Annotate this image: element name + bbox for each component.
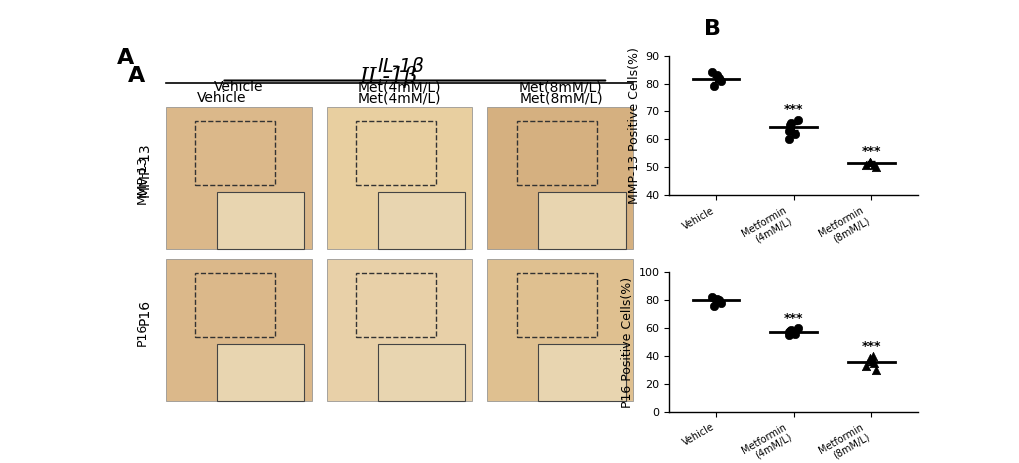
FancyBboxPatch shape (538, 192, 626, 249)
Point (703, 69, 719, 76)
Point (781, 329, 797, 336)
Text: MMP-13: MMP-13 (138, 142, 152, 197)
FancyBboxPatch shape (165, 106, 311, 249)
Point (857, 362, 873, 369)
FancyBboxPatch shape (216, 344, 304, 401)
Point (786, 330, 802, 338)
Point (712, 77, 729, 84)
Point (782, 327, 798, 335)
Text: Met(8mM/L): Met(8mM/L) (519, 91, 602, 105)
Point (786, 130, 802, 138)
Point (710, 74, 727, 81)
Text: A: A (117, 49, 135, 69)
Point (866, 164, 882, 171)
Text: P16: P16 (136, 323, 149, 346)
Text: IL-1β: IL-1β (360, 66, 418, 88)
Text: IL-1β: IL-1β (377, 56, 424, 76)
Point (708, 295, 725, 302)
FancyBboxPatch shape (538, 344, 626, 401)
Point (710, 296, 727, 304)
FancyBboxPatch shape (377, 344, 465, 401)
Point (865, 161, 881, 169)
Text: P16: P16 (138, 299, 152, 325)
Point (705, 82, 721, 90)
Text: Met(4mM/L): Met(4mM/L) (358, 80, 441, 94)
Point (705, 302, 721, 310)
Point (783, 119, 799, 126)
Point (780, 136, 796, 143)
Text: ***: *** (783, 103, 803, 116)
FancyBboxPatch shape (326, 106, 472, 249)
Text: Vehicle: Vehicle (214, 80, 263, 94)
Point (865, 359, 881, 367)
Point (703, 294, 719, 301)
Point (789, 116, 805, 124)
Text: A: A (127, 66, 145, 87)
Text: Met(8mM/L): Met(8mM/L) (518, 80, 601, 94)
Text: ***: *** (783, 312, 803, 325)
Point (866, 366, 882, 374)
FancyBboxPatch shape (326, 259, 472, 401)
Point (708, 71, 725, 79)
FancyBboxPatch shape (377, 192, 465, 249)
Text: ***: *** (861, 145, 880, 158)
Point (782, 122, 798, 129)
Text: MMP-13: MMP-13 (136, 155, 149, 204)
Point (861, 354, 877, 361)
Point (861, 158, 877, 165)
Point (861, 357, 877, 364)
Point (783, 326, 799, 333)
FancyBboxPatch shape (487, 106, 633, 249)
Y-axis label: P16 Positive Cells(%): P16 Positive Cells(%) (621, 276, 634, 408)
Point (857, 161, 873, 169)
Text: Met(4mM/L): Met(4mM/L) (357, 91, 440, 105)
Point (781, 127, 797, 135)
Point (789, 325, 805, 332)
Text: B: B (703, 19, 720, 38)
Y-axis label: MMP-13 Positive Cells(%): MMP-13 Positive Cells(%) (628, 47, 641, 204)
Text: Vehicle: Vehicle (197, 91, 246, 105)
FancyBboxPatch shape (487, 259, 633, 401)
Point (780, 332, 796, 339)
Point (861, 158, 877, 165)
FancyBboxPatch shape (216, 192, 304, 249)
Point (864, 352, 880, 360)
FancyBboxPatch shape (165, 259, 311, 401)
Point (712, 299, 729, 307)
Text: ***: *** (861, 340, 880, 353)
